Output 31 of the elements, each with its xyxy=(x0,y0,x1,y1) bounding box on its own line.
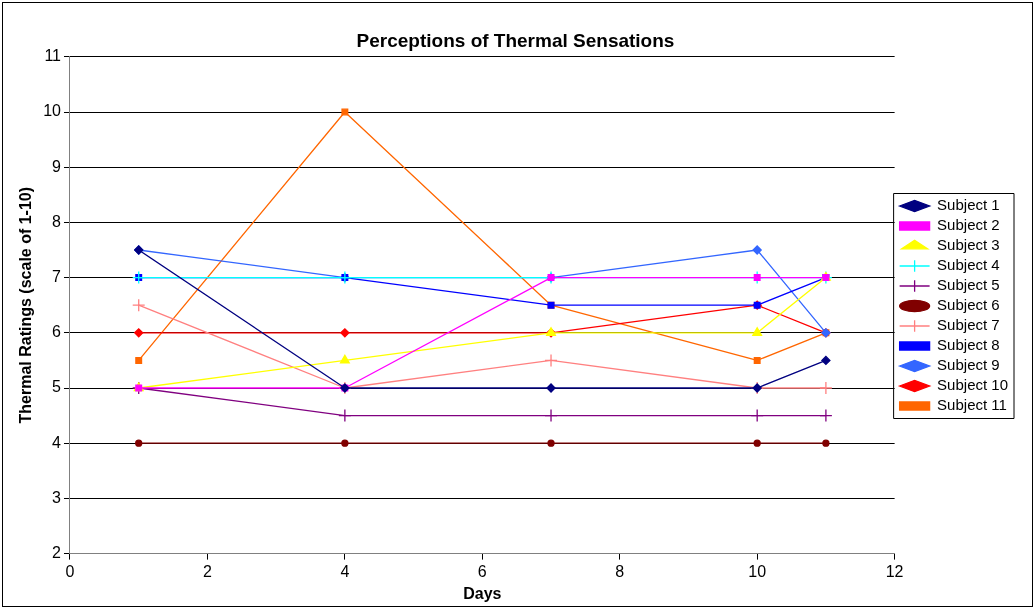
x-tick-label: 4 xyxy=(340,562,350,580)
y-tick-label: 6 xyxy=(52,323,62,341)
x-tick-label: 2 xyxy=(202,562,212,580)
legend-label: Subject 2 xyxy=(937,216,1000,234)
x-tick-label: 12 xyxy=(885,562,904,580)
y-axis-title: Thermal Ratings (scale of 1-10) xyxy=(17,186,35,424)
y-tick-label: 9 xyxy=(52,157,62,175)
y-tick-label: 4 xyxy=(52,433,62,451)
x-tick-label: 6 xyxy=(477,562,487,580)
legend-label: Subject 6 xyxy=(937,296,1000,314)
y-tick-label: 5 xyxy=(52,378,62,396)
legend-label: Subject 11 xyxy=(937,396,1007,414)
legend-label: Subject 9 xyxy=(937,356,1000,374)
y-tick-label: 11 xyxy=(44,47,62,65)
legend-label: Subject 8 xyxy=(937,336,1000,354)
y-tick-label: 3 xyxy=(52,488,62,506)
x-tick-label: 10 xyxy=(748,562,767,580)
y-tick-label: 2 xyxy=(52,544,62,562)
legend-label: Subject 3 xyxy=(937,236,1000,254)
y-tick-label: 8 xyxy=(52,212,62,230)
x-axis-title: Days xyxy=(463,584,502,602)
x-tick-label: 0 xyxy=(65,562,75,580)
y-tick-label: 10 xyxy=(43,102,62,120)
y-tick-label: 7 xyxy=(52,268,62,286)
chart-title: Perceptions of Thermal Sensations xyxy=(356,29,675,51)
legend-label: Subject 1 xyxy=(937,196,1000,214)
legend-label: Subject 10 xyxy=(937,376,1009,394)
legend-label: Subject 7 xyxy=(937,316,1000,334)
legend-label: Subject 4 xyxy=(937,256,1000,274)
x-tick-label: 8 xyxy=(615,562,625,580)
legend-label: Subject 5 xyxy=(937,276,1000,294)
